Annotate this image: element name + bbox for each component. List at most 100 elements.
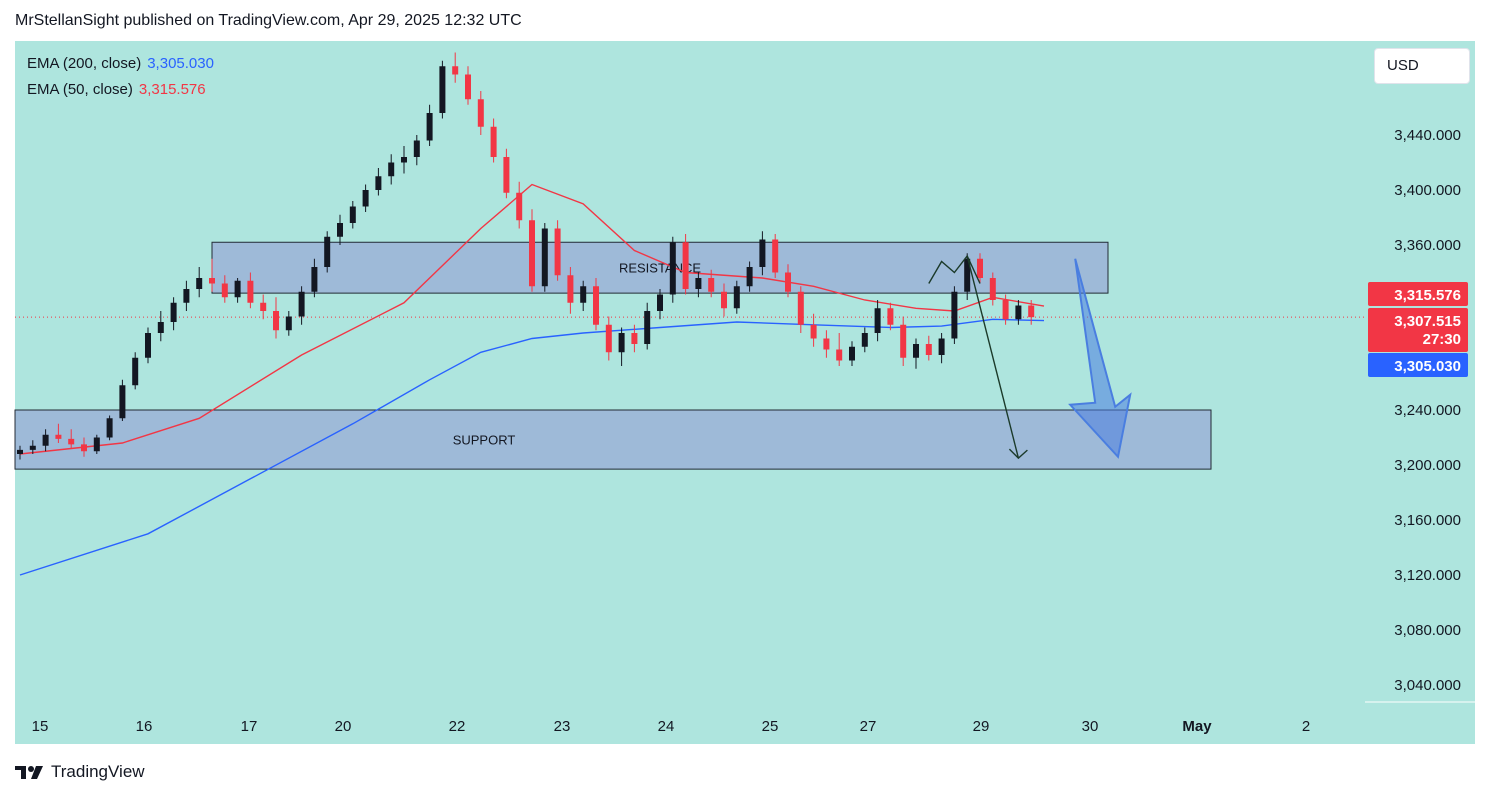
candle[interactable] [951,286,958,344]
candle[interactable] [145,327,151,364]
candle[interactable] [900,316,907,367]
candle[interactable] [503,148,510,199]
candle[interactable] [797,286,804,333]
currency-button[interactable]: USD [1374,48,1470,84]
candle[interactable] [631,324,638,353]
candle[interactable] [657,289,663,320]
candle[interactable] [1028,300,1035,325]
candle[interactable] [68,429,75,449]
candle[interactable] [529,209,535,292]
candle-body [426,113,433,141]
projection-line-1[interactable] [966,255,1020,459]
candle[interactable] [925,335,932,361]
candle[interactable] [196,267,203,298]
candle[interactable] [273,297,279,339]
candle[interactable] [55,423,62,443]
candle[interactable] [810,313,817,347]
candle[interactable] [157,311,164,342]
candle[interactable] [887,302,894,331]
candle[interactable] [29,440,36,454]
candle-body [554,228,561,276]
candle[interactable] [324,231,331,273]
candle[interactable] [439,60,446,119]
chart-pane[interactable] [15,41,1475,744]
candle[interactable] [388,154,395,185]
candle[interactable] [452,52,459,83]
candle[interactable] [964,253,971,300]
candle[interactable] [759,231,766,276]
candle-body [900,324,907,358]
candle[interactable] [861,327,868,353]
candle[interactable] [106,415,113,441]
candle[interactable] [413,135,420,166]
candle[interactable] [119,379,126,421]
candle[interactable] [567,267,574,314]
candle[interactable] [183,280,190,311]
candle[interactable] [874,300,881,342]
tradingview-logo-icon [15,766,43,779]
candle[interactable] [426,104,433,146]
candle[interactable] [772,234,779,278]
y-tick-label: 3,440.000 [1394,127,1461,144]
candle[interactable] [785,264,791,298]
candle[interactable] [490,118,497,163]
candle[interactable] [913,338,919,369]
candle[interactable] [298,286,305,325]
candle[interactable] [836,333,843,366]
zone-support[interactable] [14,409,1212,470]
candle[interactable] [17,445,23,460]
candle[interactable] [669,236,676,303]
candle[interactable] [644,302,651,350]
candle[interactable] [823,330,830,358]
candle[interactable] [234,278,241,303]
candle[interactable] [618,327,625,367]
candle[interactable] [247,272,254,309]
down-arrow-icon[interactable] [1068,258,1132,459]
candle[interactable] [170,297,177,331]
projection-line-0[interactable] [928,254,981,284]
candle[interactable] [554,220,561,281]
candle[interactable] [516,181,523,229]
candle[interactable] [477,91,484,135]
candle[interactable] [989,272,996,306]
candle[interactable] [708,269,715,298]
legend-ema50[interactable]: EMA (50, close) 3,315.576 [27,81,206,98]
candle-body [247,280,254,303]
candle[interactable] [746,261,753,292]
candle[interactable] [311,258,318,298]
candle[interactable] [260,294,267,320]
candle[interactable] [42,429,49,452]
candle[interactable] [285,311,292,336]
candle[interactable] [733,280,740,314]
candle[interactable] [337,214,343,245]
candle[interactable] [695,272,702,298]
legend-ema200[interactable]: EMA (200, close) 3,305.030 [27,55,214,72]
candle[interactable] [349,201,356,229]
candle[interactable] [401,146,407,174]
candle[interactable] [465,66,471,105]
candle[interactable] [132,352,139,390]
candle[interactable] [593,278,599,331]
candle-body [183,289,190,303]
candle[interactable] [849,341,855,366]
candle[interactable] [1015,300,1022,325]
candle[interactable] [977,253,983,284]
candle[interactable] [362,184,369,213]
footer-brand[interactable]: TradingView [15,762,145,782]
candle[interactable] [375,168,382,196]
candle[interactable] [580,280,587,311]
candle[interactable] [721,283,727,317]
candle-body [439,66,446,113]
candle[interactable] [605,316,612,361]
candle[interactable] [93,434,100,454]
candle-body [567,275,574,303]
candle[interactable] [541,223,548,292]
candle[interactable] [209,258,215,292]
candle[interactable] [938,333,945,364]
candle[interactable] [81,437,87,457]
candle[interactable] [221,275,228,303]
candle-body [605,324,612,353]
candle[interactable] [1002,294,1009,325]
candle[interactable] [682,234,689,295]
